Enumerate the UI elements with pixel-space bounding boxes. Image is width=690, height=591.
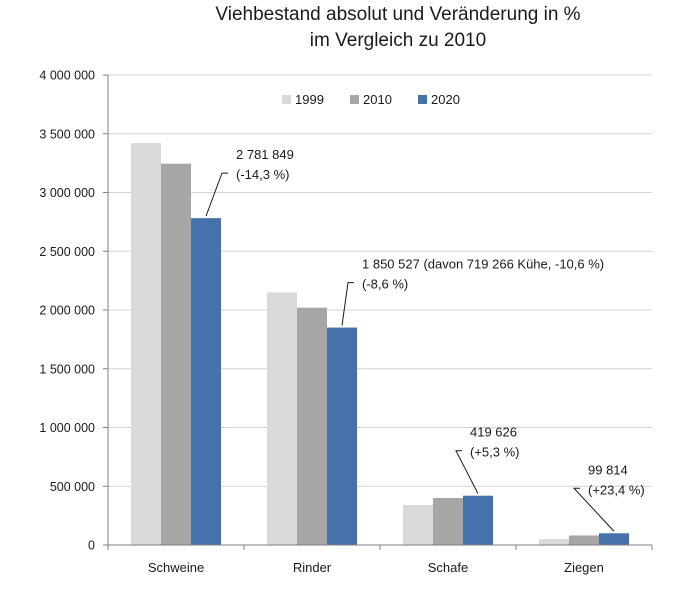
annotations: 2 781 849 (-14,3 %) 1 850 527 (davon 719 2… xyxy=(205,147,645,532)
bar-rinder-2010 xyxy=(297,307,327,545)
chart-title: Viehbestand absolut und Veränderung in %… xyxy=(215,4,580,51)
y-tick-label: 1 000 000 xyxy=(39,421,95,435)
y-tick-label: 3 000 000 xyxy=(39,186,95,200)
y-tick-label: 0 xyxy=(88,539,95,553)
bar-ziegen-2020 xyxy=(599,533,629,545)
y-tick-label: 2 500 000 xyxy=(39,245,95,259)
legend-label: 2010 xyxy=(363,92,392,107)
chart-title-line-2: im Vergleich zu 2010 xyxy=(310,30,486,51)
bar-schafe-2020 xyxy=(463,495,493,545)
y-tick-label: 3 500 000 xyxy=(39,127,95,141)
legend-label: 1999 xyxy=(295,92,324,107)
y-tick-label: 4 000 000 xyxy=(39,69,95,83)
bar-rinder-1999 xyxy=(267,292,297,545)
annotation-text-rinder: (-8,6 %) xyxy=(362,277,408,292)
x-category-label: Rinder xyxy=(293,560,332,575)
y-tick-label: 500 000 xyxy=(50,480,95,494)
y-tick-label: 1 500 000 xyxy=(39,362,95,376)
x-category-label: Schafe xyxy=(428,560,468,575)
annotation-leader-schafe xyxy=(455,450,479,494)
legend-swatch-2010 xyxy=(350,95,359,104)
x-category-label: Schweine xyxy=(148,560,204,575)
y-tick-label: 2 000 000 xyxy=(39,304,95,318)
legend: 1999 2010 2020 xyxy=(282,92,460,107)
x-category-label: Ziegen xyxy=(564,560,604,575)
bars xyxy=(131,143,629,545)
bar-rinder-2020 xyxy=(327,327,357,545)
bar-ziegen-2010 xyxy=(569,535,599,545)
annotation-text-schafe: (+5,3 %) xyxy=(470,445,520,460)
bar-schafe-2010 xyxy=(433,498,463,545)
legend-label: 2020 xyxy=(431,92,460,107)
bar-schafe-1999 xyxy=(403,505,433,545)
annotation-text-ziegen: (+23,4 %) xyxy=(588,482,645,497)
annotation-text-rinder: 1 850 527 (davon 719 266 Kühe, -10,6 %) xyxy=(362,257,604,272)
legend-swatch-1999 xyxy=(282,95,291,104)
bar-schweine-2020 xyxy=(191,218,221,545)
y-axis-tick-labels: 0 500 000 1 000 000 1 500 000 2 000 000 2 500… xyxy=(39,69,95,553)
annotation-text-schweine: (-14,3 %) xyxy=(236,167,289,182)
bar-ziegen-1999 xyxy=(539,539,569,545)
annotation-leader-ziegen xyxy=(572,487,615,532)
bar-schweine-2010 xyxy=(161,163,191,545)
annotation-text-schweine: 2 781 849 xyxy=(236,147,294,162)
annotation-text-schafe: 419 626 xyxy=(470,425,517,440)
x-axis-category-labels: Schweine Rinder Schafe Ziegen xyxy=(148,560,604,575)
bar-schweine-1999 xyxy=(131,143,161,545)
annotation-leader-schweine xyxy=(205,172,228,217)
legend-swatch-2020 xyxy=(418,95,427,104)
chart-title-line-1: Viehbestand absolut und Veränderung in % xyxy=(215,4,580,25)
annotation-text-ziegen: 99 814 xyxy=(588,462,628,477)
axes xyxy=(103,74,653,550)
annotation-leader-rinder xyxy=(341,282,354,326)
